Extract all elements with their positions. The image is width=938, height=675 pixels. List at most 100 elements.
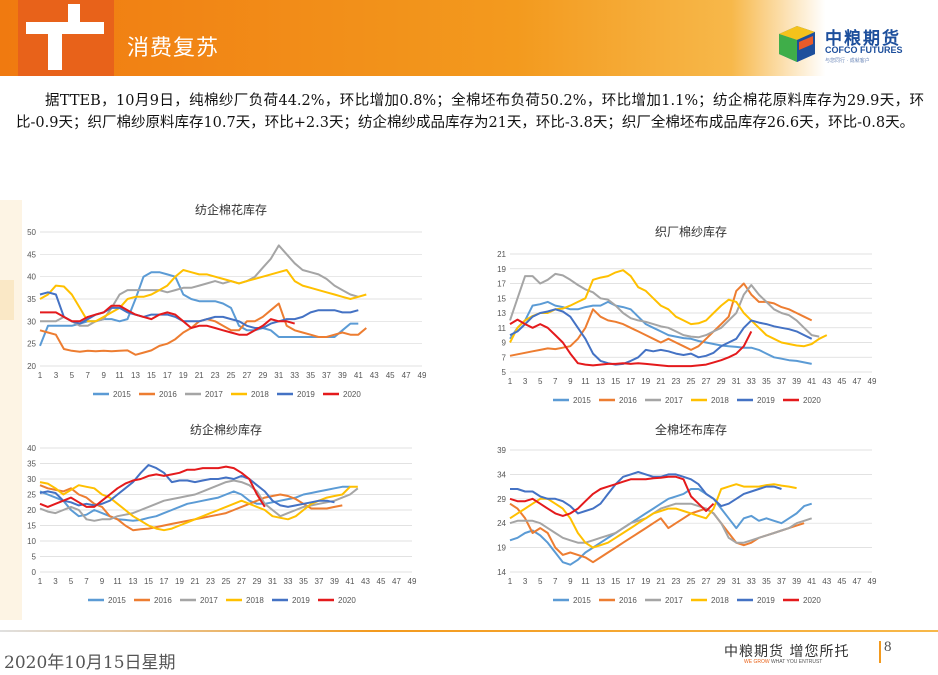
x-tick-label: 5 (69, 577, 74, 586)
chart-title: 全棉坯布库存 (655, 422, 727, 437)
legend-label: 2019 (757, 396, 775, 405)
x-tick-label: 25 (222, 577, 231, 586)
x-tick-label: 49 (868, 577, 877, 586)
page-title: 消费复苏 (127, 36, 220, 61)
x-tick-label: 23 (211, 371, 220, 380)
chart-yarn-inventory-spinning: 纺企棉纱库存 0 5 10 15 20 25 30 35 40 1 3 5 7 9 11 13 15 17 19 21 2… (20, 418, 420, 618)
chart-title: 纺企棉花库存 (195, 202, 267, 217)
x-tick-label: 5 (538, 377, 543, 386)
x-tick-label: 39 (792, 577, 801, 586)
legend-label: 2017 (665, 396, 683, 405)
x-tick-label: 39 (330, 577, 339, 586)
x-tick-label: 19 (641, 577, 650, 586)
x-tick-label: 27 (242, 371, 251, 380)
x-tick-label: 27 (702, 377, 711, 386)
x-tick-label: 45 (386, 371, 395, 380)
x-tick-label: 7 (86, 371, 91, 380)
y-tick-label: 17 (497, 280, 506, 289)
series-line-2018 (509, 269, 828, 348)
x-tick-label: 19 (175, 577, 184, 586)
x-tick-label: 1 (38, 371, 43, 380)
legend-label: 2018 (711, 396, 729, 405)
y-tick-label: 19 (497, 544, 506, 553)
x-tick-label: 33 (290, 371, 299, 380)
series-line-2016 (509, 502, 805, 564)
series-line-2017 (40, 244, 359, 327)
x-tick-label: 41 (346, 577, 355, 586)
legend-label: 2016 (154, 596, 172, 605)
x-tick-label: 29 (258, 371, 267, 380)
footer-divider (0, 630, 938, 632)
legend-label: 2016 (619, 396, 637, 405)
x-tick-label: 31 (732, 377, 741, 386)
x-tick-label: 27 (237, 577, 246, 586)
x-tick-label: 11 (115, 371, 124, 380)
legend-label: 2020 (803, 596, 821, 605)
legend-label: 2017 (665, 596, 683, 605)
x-tick-label: 9 (100, 577, 105, 586)
x-tick-label: 1 (508, 377, 513, 386)
x-tick-label: 25 (227, 371, 236, 380)
x-tick-label: 9 (101, 371, 106, 380)
series-line-2020 (509, 475, 715, 517)
x-tick-label: 43 (370, 371, 379, 380)
y-tick-label: 30 (27, 475, 36, 484)
y-tick-label: 19 (497, 265, 506, 274)
x-tick-label: 23 (671, 577, 680, 586)
series-line-2015 (509, 300, 812, 365)
y-tick-label: 10 (27, 537, 36, 546)
x-tick-label: 9 (568, 577, 573, 586)
x-tick-label: 13 (129, 577, 138, 586)
legend-label: 2019 (757, 596, 775, 605)
x-tick-label: 21 (191, 577, 200, 586)
legend-label: 2015 (573, 396, 591, 405)
x-tick-label: 15 (147, 371, 156, 380)
chart-title: 纺企棉纱库存 (190, 422, 262, 437)
left-side-decoration (0, 200, 22, 620)
x-tick-label: 31 (268, 577, 277, 586)
x-tick-label: 1 (38, 577, 43, 586)
x-tick-label: 29 (717, 577, 726, 586)
legend-label: 2020 (803, 396, 821, 405)
y-tick-label: 35 (27, 295, 36, 304)
series-line-2015 (39, 485, 350, 522)
chart-title: 织厂棉纱库存 (655, 224, 727, 239)
legend-label: 2020 (338, 596, 356, 605)
y-tick-label: 5 (32, 553, 37, 562)
x-tick-label: 41 (807, 377, 816, 386)
y-tick-label: 15 (27, 522, 36, 531)
x-tick-label: 47 (852, 577, 861, 586)
x-tick-label: 17 (163, 371, 172, 380)
x-tick-label: 33 (747, 377, 756, 386)
x-tick-label: 11 (113, 577, 122, 586)
y-tick-label: 15 (497, 294, 506, 303)
x-tick-label: 49 (418, 371, 427, 380)
x-tick-label: 39 (338, 371, 347, 380)
x-tick-label: 11 (581, 577, 590, 586)
x-tick-label: 5 (538, 577, 543, 586)
x-tick-label: 41 (354, 371, 363, 380)
x-tick-label: 33 (284, 577, 293, 586)
page-number: 8 (884, 639, 892, 655)
x-tick-label: 43 (361, 577, 370, 586)
y-tick-label: 30 (27, 317, 36, 326)
y-tick-label: 7 (502, 353, 507, 362)
series-line-2020 (509, 318, 753, 368)
y-tick-label: 40 (27, 444, 36, 453)
footer-brand-en-we: WE GROW (744, 659, 770, 665)
series-line-2018 (39, 269, 367, 323)
x-tick-label: 45 (837, 577, 846, 586)
series-line-2019 (39, 464, 335, 508)
y-tick-label: 14 (497, 568, 506, 577)
y-tick-label: 25 (27, 340, 36, 349)
series-line-2016 (509, 282, 813, 357)
x-tick-label: 43 (822, 377, 831, 386)
x-tick-label: 3 (523, 577, 528, 586)
x-tick-label: 15 (611, 377, 620, 386)
x-tick-label: 21 (656, 377, 665, 386)
x-tick-label: 13 (596, 577, 605, 586)
series-line-2020 (39, 465, 266, 508)
series-line-2018 (509, 483, 797, 549)
cofco-cube-icon (779, 26, 815, 62)
y-tick-label: 50 (27, 228, 36, 237)
